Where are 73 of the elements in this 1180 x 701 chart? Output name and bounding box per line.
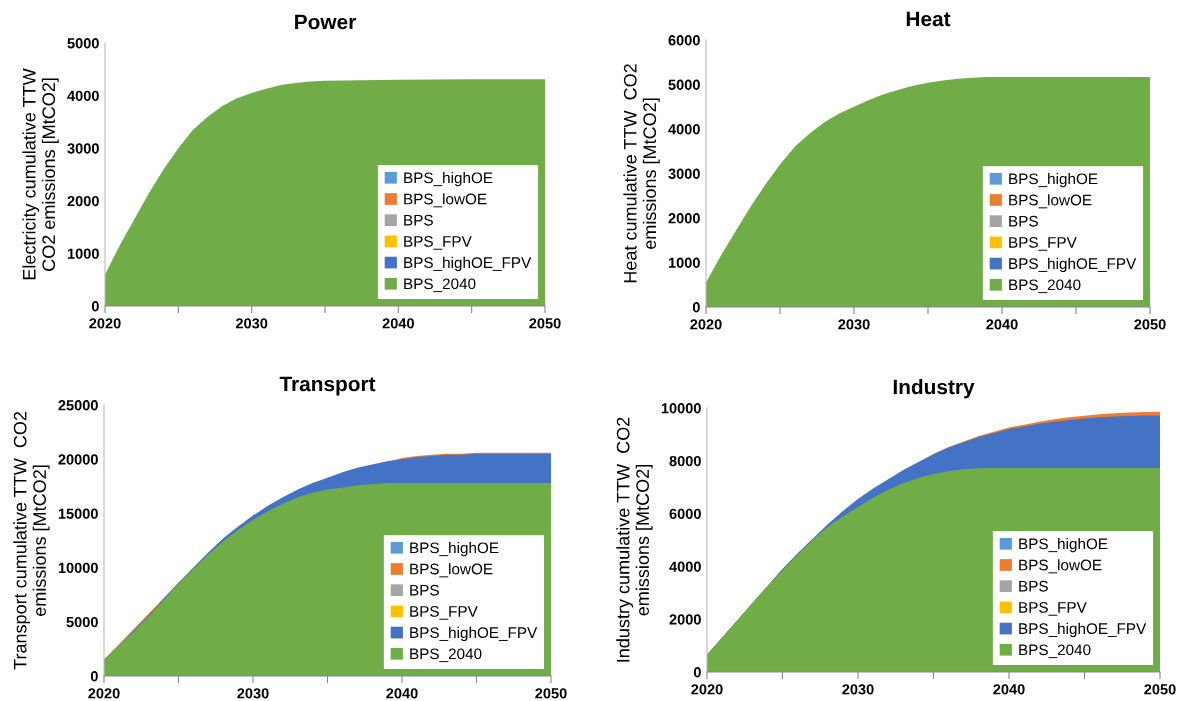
y-tick-label: 8000: [669, 455, 701, 467]
legend-label: BPS_highOE_FPV: [1019, 622, 1147, 638]
legend-label: BPS_2040: [410, 648, 482, 663]
x-tick-label: 2020: [690, 319, 722, 330]
legend-label: BPS: [1009, 215, 1038, 227]
legend-label: BPS_lowOE: [410, 563, 493, 578]
x-tick-label: 2050: [1134, 319, 1166, 330]
chart-title: Power: [295, 14, 356, 30]
y-tick-label: 25000: [58, 400, 98, 411]
chart-title: Industry: [893, 379, 975, 399]
y-tick-label: 4000: [669, 561, 701, 572]
x-tick-label: 2050: [1144, 684, 1176, 695]
legend-label: BPS: [1019, 580, 1048, 592]
y-tick-label: 0: [693, 667, 701, 678]
x-tick-label: 2030: [842, 684, 874, 695]
y-axis-title: Transport cumulative TTW CO2 emissions [MtCO2]: [13, 411, 50, 670]
series-label: BPS_2040: [1009, 279, 1081, 294]
y-tick-label: 10000: [58, 562, 98, 574]
legend-label: BPS_lowOE: [1019, 559, 1102, 574]
x-tick-label: 2020: [691, 684, 723, 695]
y-tick-label: 0: [91, 301, 99, 312]
chart-title: Heat: [906, 11, 951, 27]
y-axis-title: Electricity cumulative TTW CO2 emissions [MtCO2]: [22, 68, 59, 280]
y-axis-title: Heat cumulative TTW CO2 emissions [MtCO2]: [623, 64, 660, 283]
legend-label: BPS_FPV: [410, 606, 478, 620]
y-tick-label: 20000: [58, 454, 98, 465]
legend-label: BPS_highOE_FPV: [404, 256, 532, 272]
legend-label: BPS_FPV: [1019, 602, 1087, 616]
x-tick-label: 2050: [535, 688, 567, 699]
legend-label: BPS: [404, 214, 433, 226]
legend-label: BPS_highOE: [1019, 538, 1108, 553]
legend-label: BPS_FPV: [1009, 237, 1077, 251]
y-tick-label: 6000: [668, 35, 700, 46]
y-tick-label: 2000: [669, 614, 701, 625]
x-tick-label: 2040: [993, 684, 1025, 695]
chart-title: Transport: [279, 376, 376, 396]
y-tick-label: 6000: [669, 508, 701, 520]
y-tick-label: 4000: [668, 124, 700, 135]
legend-label: BPS_2040: [404, 278, 476, 293]
y-tick-label: 4000: [67, 90, 99, 102]
legend-label: BPS_highOE_FPV: [1009, 257, 1137, 273]
x-tick-label: 2020: [88, 688, 120, 699]
y-tick-label: 3000: [668, 168, 700, 179]
y-tick-label: 10000: [661, 403, 701, 414]
y-tick-label: 0: [692, 302, 700, 313]
legend-label: BPS_highOE: [404, 172, 493, 187]
y-tick-label: 15000: [58, 508, 98, 519]
x-tick-label: 2030: [237, 688, 269, 699]
legend-label: BPS_lowOE: [1009, 194, 1092, 209]
y-tick-label: 1000: [668, 257, 700, 268]
x-tick-label: 2040: [986, 319, 1018, 330]
x-tick-label: 2030: [235, 318, 268, 329]
legend-label: BPS_highOE_FPV: [410, 626, 538, 642]
y-tick-label: 5000: [668, 79, 700, 90]
legend-label: BPS_FPV: [404, 236, 472, 250]
legend-label: BPS_highOE: [1009, 173, 1098, 188]
legend-label: BPS: [410, 584, 439, 596]
y-tick-label: 2000: [668, 213, 700, 224]
x-tick-label: 2050: [529, 318, 561, 329]
y-tick-label: 0: [90, 671, 98, 682]
y-tick-label: 1000: [67, 248, 99, 259]
y-tick-label: 3000: [67, 143, 99, 154]
legend-label: BPS_lowOE: [404, 193, 487, 208]
x-tick-label: 2040: [382, 318, 414, 329]
legend-label: BPS_2040: [1019, 644, 1091, 659]
y-axis-title: Industry cumulative TTW CO2 emissions [MtCO2]: [616, 417, 653, 662]
y-tick-label: 5000: [66, 616, 98, 628]
y-tick-label: 2000: [67, 195, 99, 207]
legend-label: BPS_highOE: [410, 542, 499, 557]
x-tick-label: 2020: [89, 318, 121, 329]
x-tick-label: 2030: [838, 319, 870, 330]
x-tick-label: 2040: [386, 688, 418, 699]
y-tick-label: 5000: [67, 38, 99, 49]
